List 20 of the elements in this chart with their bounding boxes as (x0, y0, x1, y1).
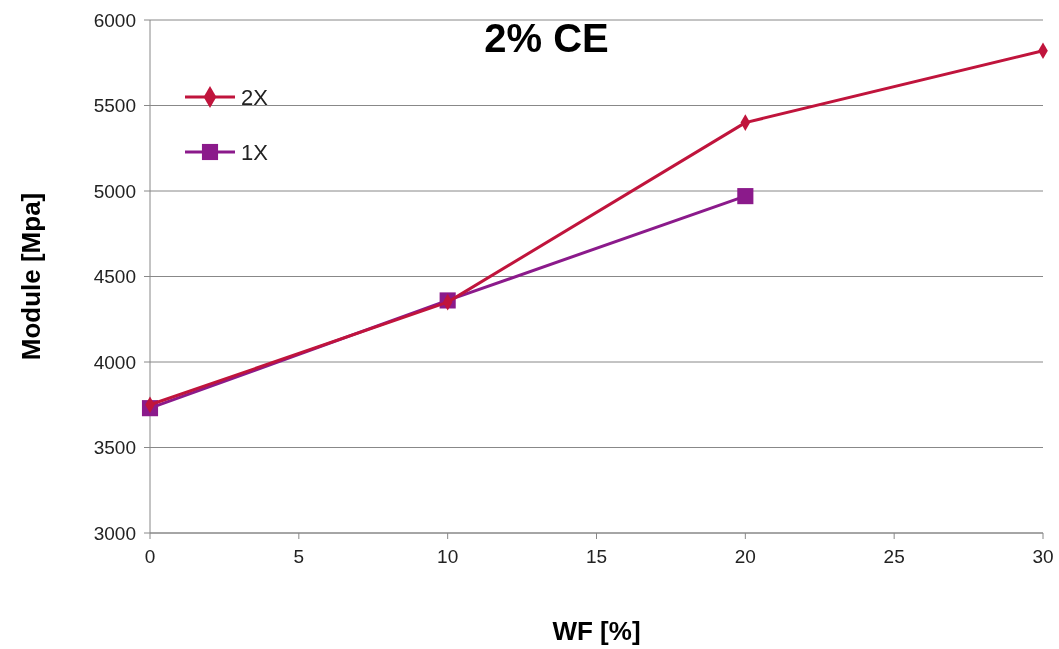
y-axis-title: Module [Mpa] (16, 192, 46, 361)
y-tick-label: 6000 (93, 9, 136, 31)
point (737, 188, 754, 205)
legend-label: 2X (241, 84, 269, 110)
x-tick-label: 10 (437, 546, 459, 567)
chart-title: 2% CE (484, 16, 609, 60)
y-tick-label: 5000 (93, 180, 136, 202)
x-tick-label: 15 (585, 546, 608, 567)
y-tick-label: 3500 (93, 437, 136, 459)
legend-label: 1X (241, 139, 269, 165)
y-tick-label: 3000 (93, 522, 136, 544)
x-tick-label: 20 (734, 546, 756, 567)
x-axis-title: WF [%] (552, 616, 641, 646)
x-tick-label: 5 (293, 546, 305, 567)
y-tick-label: 4500 (93, 266, 136, 288)
y-tick-label: 5500 (93, 95, 136, 117)
x-tick-label: 30 (1032, 546, 1054, 567)
x-tick-label: 25 (883, 546, 905, 567)
y-tick-label: 4000 (93, 351, 136, 373)
x-tick-label: 0 (144, 546, 156, 567)
